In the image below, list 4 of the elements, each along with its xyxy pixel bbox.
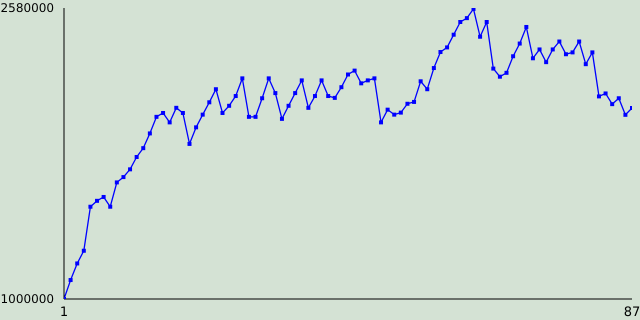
y-tick-label: 2580000 [0,1,54,16]
x-tick-label: 87 [624,305,640,320]
y-tick-label: 1000000 [0,292,54,306]
x-tick-label: 1 [60,305,68,320]
